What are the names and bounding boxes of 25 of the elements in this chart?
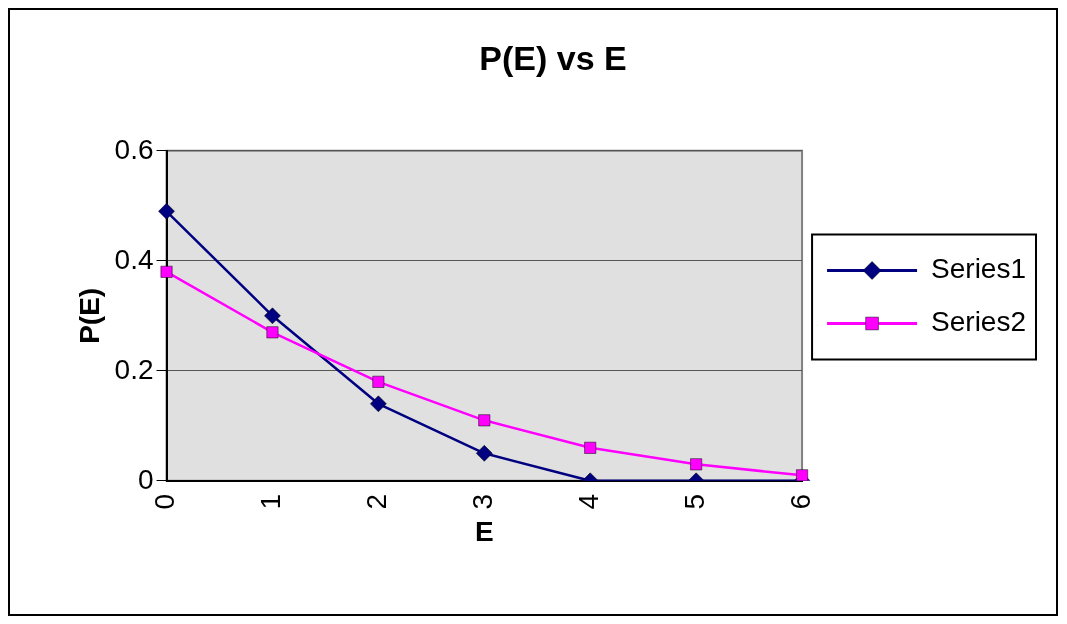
legend-label: Series2 <box>931 306 1026 338</box>
point <box>584 441 597 454</box>
point <box>158 203 175 220</box>
point <box>160 265 173 278</box>
point <box>478 414 491 427</box>
y-tick-label: 0.2 <box>114 353 154 385</box>
chart-title: P(E) vs E <box>479 38 627 77</box>
x-tick-label: 5 <box>678 493 710 510</box>
x-axis-title: E <box>474 515 494 547</box>
x-tick-label: 4 <box>572 493 604 510</box>
point <box>266 326 279 339</box>
point <box>264 307 281 325</box>
point <box>370 395 387 413</box>
point <box>690 458 703 471</box>
x-tick-label: 6 <box>784 493 816 510</box>
x-tick-label: 1 <box>255 493 287 510</box>
y-tick-label: 0.4 <box>114 243 154 275</box>
legend-label: Series1 <box>931 253 1026 285</box>
y-tick-label: 0.6 <box>114 133 154 165</box>
x-tick-label: 2 <box>361 493 393 510</box>
point <box>372 375 385 388</box>
x-tick-label: 3 <box>467 493 499 510</box>
x-tick-label: 0 <box>149 493 181 510</box>
y-axis-title: P(E) <box>73 287 105 344</box>
point <box>476 445 493 462</box>
